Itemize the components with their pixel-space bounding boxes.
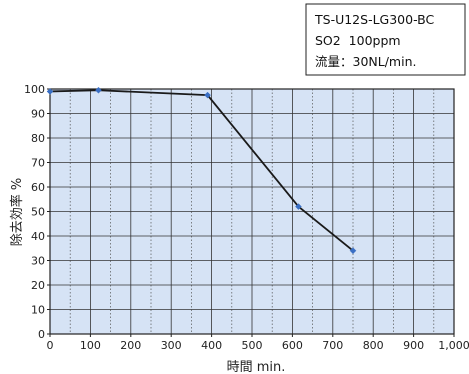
y-axis-title: 除去効率 % (9, 178, 25, 247)
y-tick-label: 20 (31, 279, 45, 292)
data-point (46, 88, 54, 95)
x-tick-label: 500 (242, 339, 263, 352)
x-tick-label: 700 (322, 339, 343, 352)
y-tick-label: 10 (31, 304, 45, 317)
y-tick-label: 60 (31, 181, 45, 194)
y-tick-label: 30 (31, 255, 45, 268)
x-tick-label: 400 (201, 339, 222, 352)
x-tick-label: 200 (120, 339, 141, 352)
y-tick-label: 80 (31, 132, 45, 145)
data-point (295, 203, 302, 210)
x-tick-label: 900 (403, 339, 424, 352)
y-tick-label: 90 (31, 108, 45, 121)
annotation-line-2: SO2 100ppm (315, 33, 401, 48)
x-tick-label: 1,000 (438, 339, 469, 352)
grid (50, 89, 454, 334)
y-tick-label: 100 (24, 83, 45, 96)
y-axis: 0 10 20 30 40 50 60 70 80 90 100 (24, 83, 50, 341)
annotation-line-3: 流量：30NL/min. (315, 54, 416, 69)
data-point (95, 86, 102, 94)
x-tick-label: 100 (80, 339, 101, 352)
y-tick-label: 0 (38, 328, 45, 341)
series (46, 86, 357, 255)
annotation-line-1: TS-U12S-LG300-BC (314, 12, 435, 27)
x-axis-title: 時間 min. (227, 360, 286, 374)
x-tick-label: 0 (47, 339, 54, 352)
data-point (204, 91, 211, 99)
y-tick-label: 50 (31, 206, 45, 219)
x-tick-label: 300 (161, 339, 182, 352)
y-tick-label: 40 (31, 230, 45, 243)
x-axis: 0 100 200 300 400 500 600 700 800 900 1,000 (47, 334, 469, 352)
annotation-box: TS-U12S-LG300-BC SO2 100ppm 流量：30NL/min. (305, 3, 466, 76)
x-tick-label: 600 (282, 339, 303, 352)
data-point (349, 247, 357, 255)
x-tick-label: 800 (363, 339, 384, 352)
y-tick-label: 70 (31, 157, 45, 170)
